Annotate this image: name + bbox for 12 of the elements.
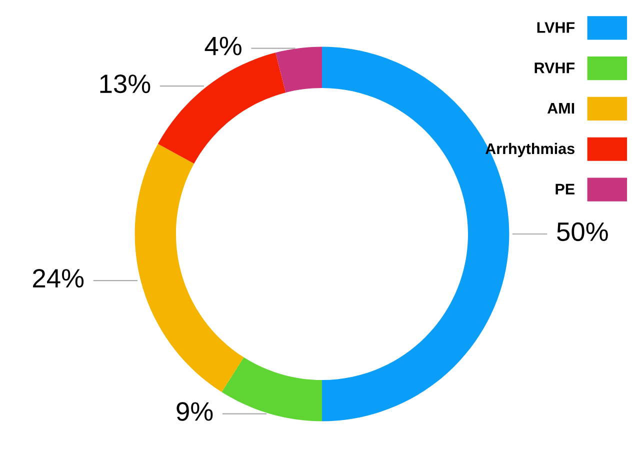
legend-label: AMI [547, 103, 574, 114]
data-label: 13% [100, 74, 150, 94]
donut-slice [222, 357, 322, 422]
legend-label: LVHF [537, 22, 575, 33]
donut-slice [275, 46, 322, 93]
data-label: 24% [33, 268, 84, 288]
legend-label: RVHF [534, 62, 575, 74]
data-label: 4% [204, 36, 242, 56]
donut-slice [134, 144, 244, 392]
data-label: 50% [557, 222, 608, 242]
data-label: 9% [176, 402, 213, 421]
legend-label: PE [556, 184, 574, 194]
